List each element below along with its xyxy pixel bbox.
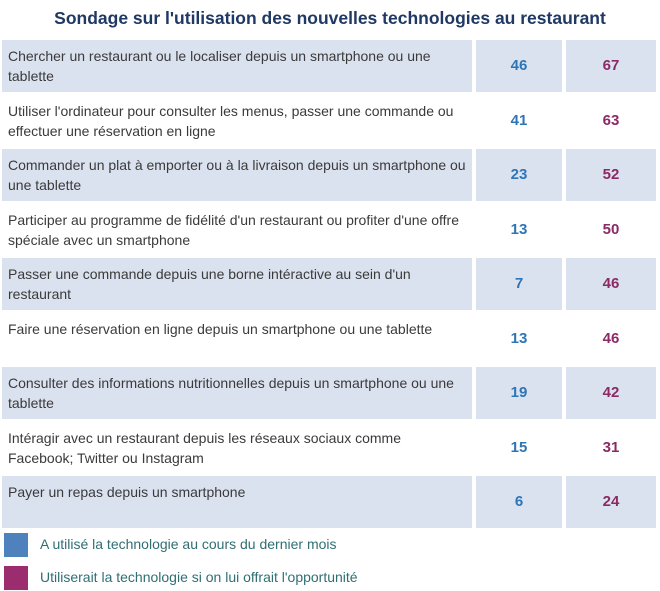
table-row: Utiliser l'ordinateur pour consulter les… — [2, 95, 656, 147]
value-used-last-month: 13 — [510, 329, 528, 347]
legend-swatch-would-use — [4, 566, 28, 590]
value-used-last-month: 15 — [510, 438, 528, 456]
row-label: Chercher un restaurant ou le localiser d… — [2, 40, 472, 92]
table-row: Consulter des informations nutritionnell… — [2, 367, 656, 419]
value-would-use: 50 — [602, 220, 620, 238]
table-row: Participer au programme de fidélité d'un… — [2, 204, 656, 256]
value-used-last-month: 41 — [510, 111, 528, 129]
row-label: Intéragir avec un restaurant depuis les … — [8, 429, 401, 466]
value-used-last-month: 6 — [476, 476, 562, 528]
data-rows: Chercher un restaurant ou le localiser d… — [2, 40, 656, 531]
value-would-use: 46 — [602, 329, 620, 347]
value-would-use: 31 — [602, 438, 620, 456]
row-label: Consulter des informations nutritionnell… — [2, 367, 472, 419]
row-label: Passer une commande depuis une borne int… — [2, 258, 472, 310]
chart-title: Sondage sur l'utilisation des nouvelles … — [54, 8, 606, 28]
table-row: Intéragir avec un restaurant depuis les … — [2, 422, 656, 474]
row-label: Faire une réservation en ligne depuis un… — [8, 320, 433, 337]
table-row: Passer une commande depuis une borne int… — [2, 258, 656, 310]
legend-label-would-use: Utiliserait la technologie si on lui off… — [40, 569, 358, 585]
row-label: Commander un plat à emporter ou à la liv… — [2, 149, 472, 201]
value-used-last-month: 7 — [476, 258, 562, 310]
value-would-use: 52 — [566, 149, 656, 201]
table-row: Payer un repas depuis un smartphone 6 24 — [2, 476, 656, 528]
value-used-last-month: 46 — [476, 40, 562, 92]
value-would-use: 46 — [566, 258, 656, 310]
value-would-use: 63 — [602, 111, 620, 129]
value-used-last-month: 19 — [476, 367, 562, 419]
value-used-last-month: 13 — [510, 220, 528, 238]
value-would-use: 67 — [566, 40, 656, 92]
value-used-last-month: 23 — [476, 149, 562, 201]
row-label: Participer au programme de fidélité d'un… — [8, 211, 460, 248]
table-row: Faire une réservation en ligne depuis un… — [2, 313, 656, 365]
legend-label-used: A utilisé la technologie au cours du der… — [40, 536, 337, 552]
row-label: Payer un repas depuis un smartphone — [2, 476, 472, 528]
value-would-use: 42 — [566, 367, 656, 419]
table-row: Chercher un restaurant ou le localiser d… — [2, 40, 656, 92]
row-label: Utiliser l'ordinateur pour consulter les… — [8, 102, 454, 139]
legend-swatch-used — [4, 533, 28, 557]
table-row: Commander un plat à emporter ou à la liv… — [2, 149, 656, 201]
value-would-use: 24 — [566, 476, 656, 528]
